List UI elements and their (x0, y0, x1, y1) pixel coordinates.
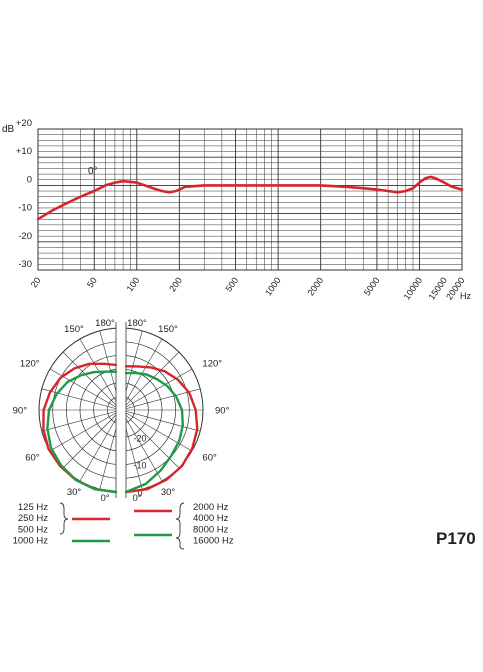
legend-frequency-label: 16000 Hz (193, 536, 234, 547)
y-tick-label: +20 (16, 118, 32, 129)
x-tick-label: 20 (29, 275, 43, 289)
polar-pattern-chart: 180° 150° 120° 90° 60° 30° 0° 180° 150° 120° 90° 60… (13, 314, 230, 506)
polar-spoke (120, 351, 180, 411)
polar-angle-label: 0° (100, 493, 109, 504)
y-tick-label: -30 (18, 259, 32, 270)
polar-angle-label: 90° (13, 406, 28, 417)
x-tick-label: 5000 (362, 275, 382, 297)
polar-curve-right (124, 371, 185, 494)
polar-angle-label: 120° (202, 359, 222, 370)
polar-curve-right (124, 365, 199, 494)
legend-frequency-label: 4000 Hz (193, 513, 229, 524)
legend-frequency-label: 125 Hz (18, 502, 48, 513)
polar-labels: 180° 150° 120° 90° 60° 30° 0° 180° 150° 120° 90° 60… (13, 318, 230, 504)
model-name: P170 (436, 529, 476, 548)
polar-spoke (49, 409, 122, 452)
polar-angle-label: 0° (132, 493, 141, 504)
frequency-axis-labels: dB Hz 0° +20 +10 0 -10 -20 -30 20 50 100 200 500 10… (2, 118, 471, 302)
polar-angle-label: 60° (202, 453, 217, 464)
legend-brace-right (175, 502, 185, 550)
polar-angle-label: 150° (158, 324, 178, 335)
polar-spoke (79, 409, 122, 482)
polar-angle-label: 180° (127, 318, 147, 329)
x-tick-label: 10000 (402, 275, 425, 301)
y-tick-label: -20 (18, 231, 32, 242)
frequency-response-chart: dB Hz 0° +20 +10 0 -10 -20 -30 20 50 100 200 500 10… (2, 118, 471, 302)
polar-series (42, 362, 199, 494)
legend-frequency-label: 2000 Hz (193, 502, 229, 513)
polar-angle-label: 180° (95, 318, 115, 329)
polar-spoke (120, 409, 193, 452)
on-axis-annotation: 0° (88, 166, 98, 177)
polar-spoke (79, 338, 122, 411)
legend-marks (59, 502, 185, 550)
polar-center-gap (116, 314, 126, 506)
plot-frame (37, 128, 463, 271)
x-tick-label: 500 (223, 275, 240, 293)
polar-grid (38, 314, 204, 506)
polar-ring-label: -10 (133, 461, 146, 471)
polar-angle-label: 120° (20, 359, 40, 370)
polar-spoke (41, 409, 122, 432)
legend-frequency-label: 1000 Hz (13, 536, 49, 547)
x-tick-label: 200 (167, 275, 184, 293)
polar-spoke (120, 409, 163, 482)
x-tick-label: 50 (85, 275, 99, 289)
frequency-response-line (36, 175, 464, 221)
polar-spoke (62, 351, 122, 411)
x-unit-label: Hz (460, 291, 471, 301)
legend-frequency-label: 250 Hz (18, 513, 48, 524)
y-tick-label: 0 (27, 174, 32, 185)
polar-spoke (120, 409, 201, 432)
polar-spoke (120, 388, 201, 411)
polar-angle-label: 30° (161, 487, 176, 498)
y-tick-label: -10 (18, 203, 32, 214)
polar-angle-label: 150° (64, 324, 84, 335)
polar-angle-label: 30° (67, 487, 82, 498)
polar-spoke (41, 388, 122, 411)
polar-spoke (62, 409, 122, 469)
y-tick-label: +10 (16, 146, 32, 157)
polar-spoke (120, 409, 180, 469)
frequency-grid (37, 128, 463, 271)
polar-ring-label: 0 (137, 488, 142, 498)
y-unit-label: dB (2, 124, 15, 135)
legend-frequency-label: 8000 Hz (193, 524, 229, 535)
polar-angle-label: 90° (215, 406, 230, 417)
polar-angle-label: 60° (25, 453, 40, 464)
x-tick-label: 100 (125, 275, 142, 293)
legend-frequency-label: 500 Hz (18, 524, 48, 535)
x-tick-label: 1000 (263, 275, 283, 297)
x-tick-label: 2000 (306, 275, 326, 297)
polar-curve-left (46, 370, 118, 494)
polar-spoke (120, 368, 193, 411)
frequency-series (36, 175, 464, 221)
legend-brace-left (59, 502, 69, 535)
polar-ring-label: -20 (133, 433, 146, 443)
